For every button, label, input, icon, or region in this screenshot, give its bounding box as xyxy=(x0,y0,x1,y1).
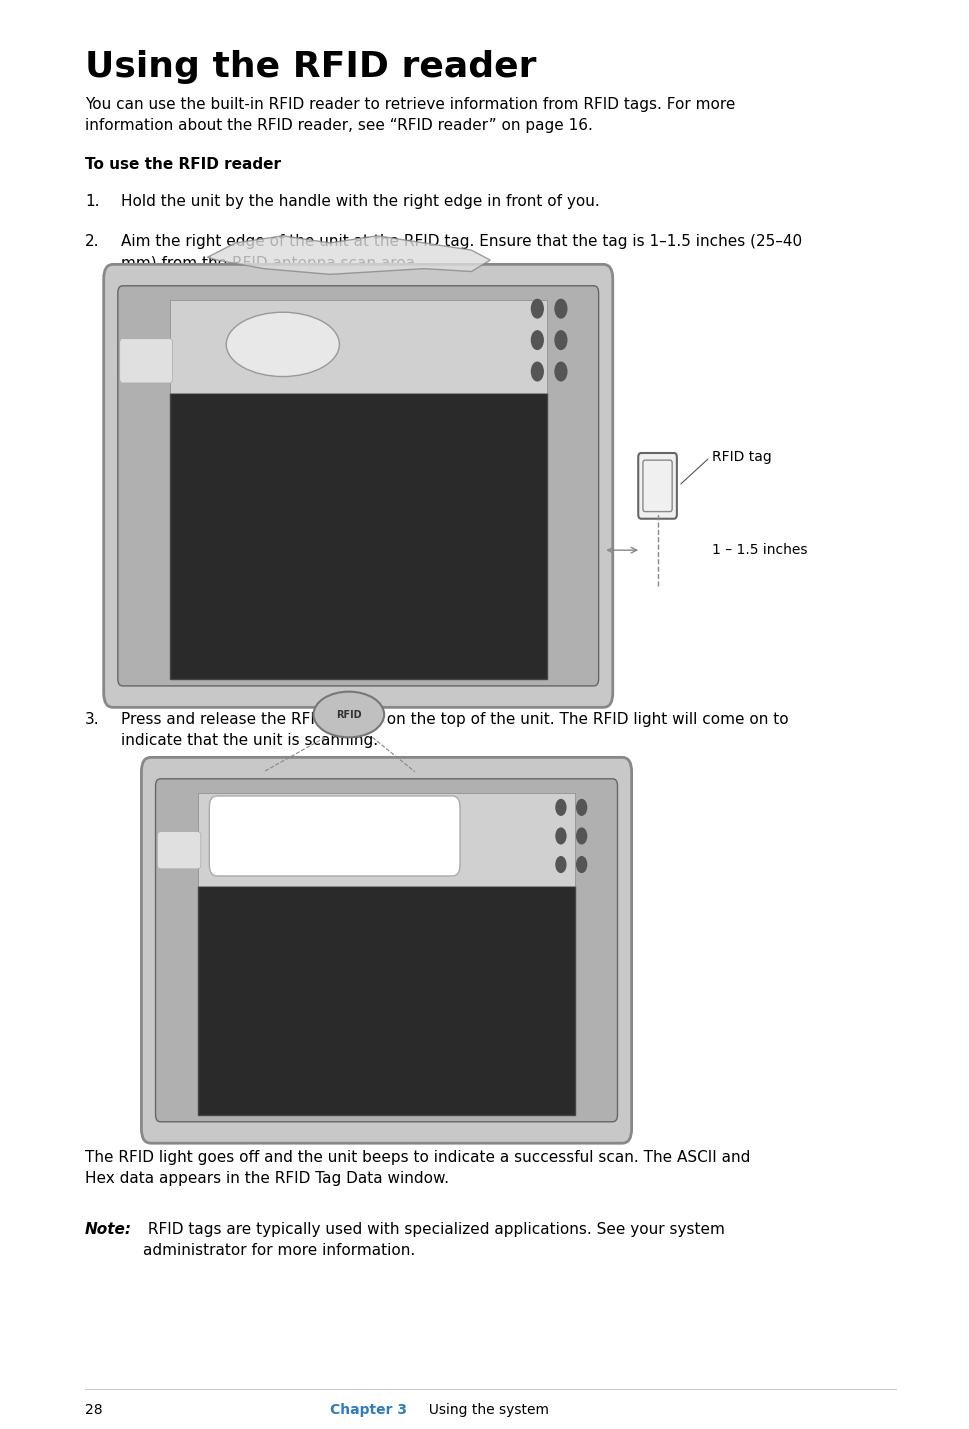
FancyBboxPatch shape xyxy=(639,453,677,519)
Text: Press and release the RFID button on the top of the unit. The RFID light will co: Press and release the RFID button on the… xyxy=(121,712,789,747)
Bar xyxy=(170,393,547,679)
Text: You can use the built-in RFID reader to retrieve information from RFID tags. For: You can use the built-in RFID reader to … xyxy=(85,97,735,133)
Circle shape xyxy=(576,856,587,873)
Text: RFID tags are typically used with specialized applications. See your system
admi: RFID tags are typically used with specia… xyxy=(143,1222,725,1258)
Circle shape xyxy=(531,299,544,319)
Text: Using the system: Using the system xyxy=(420,1403,548,1418)
Circle shape xyxy=(554,330,568,350)
Text: Aim the right edge of the unit at the RFID tag. Ensure that the tag is 1–1.5 inc: Aim the right edge of the unit at the RF… xyxy=(121,234,801,270)
Text: Hold the unit by the handle with the right edge in front of you.: Hold the unit by the handle with the rig… xyxy=(121,194,600,209)
Text: 1.: 1. xyxy=(85,194,100,209)
Circle shape xyxy=(554,362,568,382)
Circle shape xyxy=(576,827,587,845)
Text: 3.: 3. xyxy=(85,712,100,726)
FancyBboxPatch shape xyxy=(141,757,632,1143)
Text: RFID tag: RFID tag xyxy=(712,450,771,464)
Text: Chapter 3: Chapter 3 xyxy=(330,1403,407,1418)
Text: RFID: RFID xyxy=(336,710,361,719)
Text: 2.: 2. xyxy=(85,234,100,249)
Circle shape xyxy=(531,362,544,382)
FancyBboxPatch shape xyxy=(157,832,201,869)
Ellipse shape xyxy=(313,692,384,737)
FancyBboxPatch shape xyxy=(104,264,612,707)
Circle shape xyxy=(576,799,587,816)
Circle shape xyxy=(555,856,567,873)
Bar xyxy=(198,793,575,886)
Polygon shape xyxy=(207,236,490,274)
FancyBboxPatch shape xyxy=(120,339,172,383)
Text: 1 – 1.5 inches: 1 – 1.5 inches xyxy=(712,543,807,557)
Circle shape xyxy=(555,799,567,816)
Text: 28: 28 xyxy=(85,1403,103,1418)
Text: The RFID light goes off and the unit beeps to indicate a successful scan. The AS: The RFID light goes off and the unit bee… xyxy=(85,1150,750,1186)
Bar xyxy=(198,886,575,1115)
Circle shape xyxy=(555,827,567,845)
Text: Using the RFID reader: Using the RFID reader xyxy=(85,50,537,84)
Text: Note:: Note: xyxy=(85,1222,132,1236)
FancyBboxPatch shape xyxy=(156,779,617,1122)
FancyBboxPatch shape xyxy=(118,286,599,686)
Ellipse shape xyxy=(226,313,339,377)
FancyBboxPatch shape xyxy=(209,796,460,876)
Circle shape xyxy=(531,330,544,350)
Bar xyxy=(170,300,547,393)
Circle shape xyxy=(554,299,568,319)
Text: To use the RFID reader: To use the RFID reader xyxy=(85,157,281,171)
